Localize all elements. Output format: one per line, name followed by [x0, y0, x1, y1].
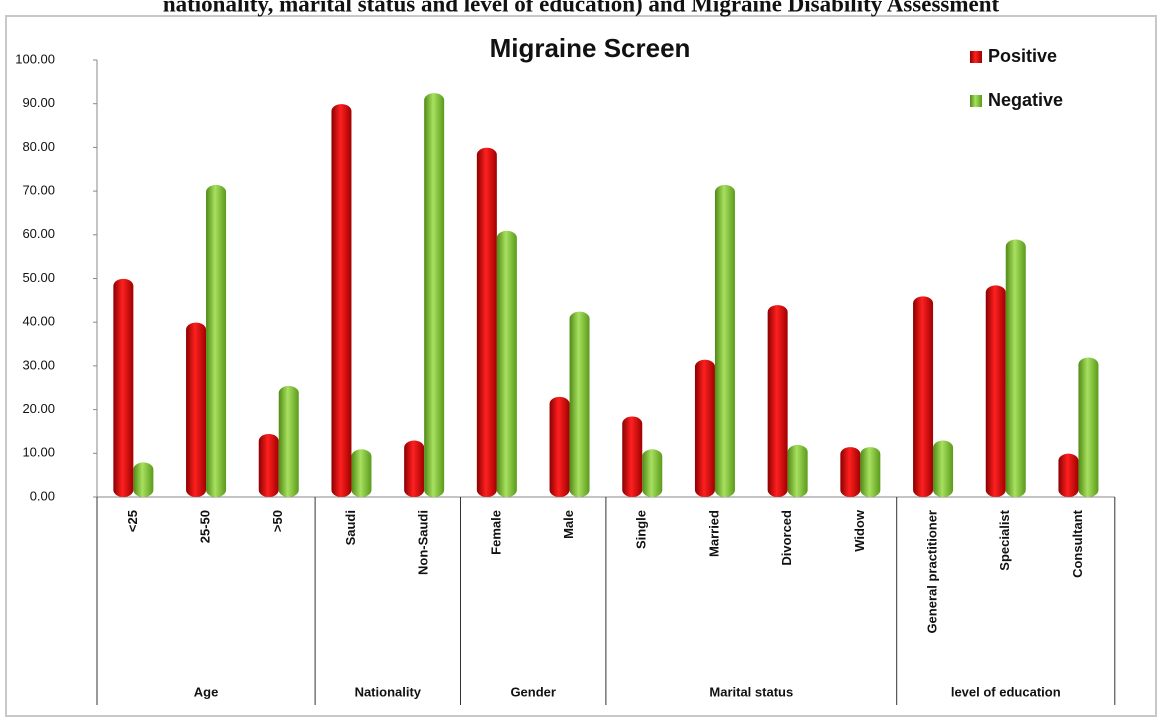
y-tick-label: 20.00 [22, 401, 55, 416]
x-tick-label: >50 [270, 510, 285, 532]
bar [1078, 357, 1099, 497]
x-tick-label: Consultant [1070, 509, 1085, 578]
bar [767, 305, 788, 497]
bar [331, 104, 352, 497]
group-label: level of education [951, 684, 1061, 699]
y-tick-label: 30.00 [22, 357, 55, 372]
x-tick-label: <25 [125, 510, 140, 532]
y-tick-label: 10.00 [22, 445, 55, 460]
bar [133, 462, 154, 497]
bar [714, 184, 735, 498]
x-tick-label: Married [706, 510, 721, 557]
legend-swatch [970, 95, 982, 107]
bar [351, 449, 372, 497]
x-tick-label: Saudi [343, 510, 358, 545]
y-tick-label: 90.00 [22, 95, 55, 110]
bar [549, 396, 570, 497]
chart-title: Migraine Screen [490, 33, 691, 63]
caption: nationality, marital status and level of… [163, 0, 1000, 16]
y-tick-label: 80.00 [22, 139, 55, 154]
x-tick-label: Male [561, 510, 576, 539]
bar [113, 278, 134, 497]
y-tick-label: 100.00 [15, 51, 55, 66]
bar [913, 296, 934, 497]
bar [1005, 239, 1026, 498]
x-tick-label: 25-50 [197, 510, 212, 543]
bar [933, 440, 954, 497]
bar [860, 447, 881, 497]
y-tick-label: 60.00 [22, 226, 55, 241]
legend-label: Negative [988, 90, 1063, 110]
bar [985, 285, 1006, 497]
bar [787, 444, 808, 497]
y-tick-label: 40.00 [22, 314, 55, 329]
y-tick-label: 0.00 [30, 488, 55, 503]
y-tick-label: 50.00 [22, 270, 55, 285]
x-tick-label: General practitioner [924, 510, 939, 634]
bar [694, 359, 715, 497]
bar [186, 322, 207, 497]
bar [642, 449, 663, 497]
x-tick-label: Female [488, 510, 503, 555]
group-label: Marital status [709, 684, 793, 699]
group-label: Age [194, 684, 219, 699]
x-tick-label: Specialist [997, 509, 1012, 570]
bar [496, 230, 517, 498]
x-tick-label: Divorced [779, 510, 794, 566]
legend-label: Positive [988, 46, 1057, 66]
bar [622, 416, 643, 497]
bar [206, 184, 227, 498]
x-tick-label: Widow [852, 509, 867, 552]
y-tick-label: 70.00 [22, 183, 55, 198]
group-label: Nationality [355, 684, 422, 699]
bar [1058, 453, 1079, 497]
group-label: Gender [510, 684, 556, 699]
bar [476, 147, 497, 497]
x-tick-label: Single [634, 510, 649, 549]
legend-swatch [970, 51, 982, 63]
bar [404, 440, 425, 497]
bar [278, 385, 299, 497]
x-tick-label: Non-Saudi [416, 510, 431, 575]
bar [840, 447, 861, 497]
bar [569, 311, 590, 497]
bar [258, 434, 279, 497]
bar [424, 93, 445, 498]
